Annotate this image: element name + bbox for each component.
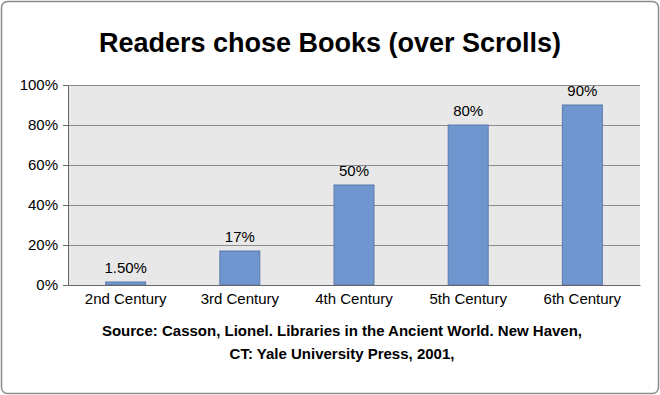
grid-line xyxy=(68,285,640,286)
chart-frame xyxy=(2,2,659,394)
y-tick: 100% xyxy=(20,76,68,93)
y-tick-label: 0% xyxy=(36,276,58,293)
bars xyxy=(106,105,603,285)
data-label: 50% xyxy=(339,162,369,179)
y-tick-mark xyxy=(63,205,68,206)
x-tick-label: 5th Century xyxy=(429,290,507,307)
bar xyxy=(334,185,374,285)
y-tick-label: 100% xyxy=(20,76,58,93)
y-tick-mark xyxy=(63,285,68,286)
y-tick: 20% xyxy=(28,236,68,253)
y-tick-mark xyxy=(63,125,68,126)
x-tick: 3rd Century xyxy=(201,285,280,307)
grid-line xyxy=(68,125,640,126)
title: Readers chose Books (over Scrolls) xyxy=(99,28,561,58)
y-tick-mark xyxy=(63,245,68,246)
data-labels: 1.50% 17% 50% 80% 90% xyxy=(104,82,597,276)
grid-line xyxy=(68,85,640,86)
data-label: 17% xyxy=(225,228,255,245)
y-tick: 40% xyxy=(28,196,68,213)
y-tick-label: 20% xyxy=(28,236,58,253)
source-note: CT: Yale University Press, 2001, xyxy=(230,345,455,362)
x-tick: 5th Century xyxy=(429,285,507,307)
bar xyxy=(106,282,146,285)
data-label: 1.50% xyxy=(104,259,147,276)
x-tick: 2nd Century xyxy=(85,285,167,307)
chart: Readers chose Books (over Scrolls)1.50%1… xyxy=(0,0,660,395)
y-axis-line xyxy=(68,86,69,286)
x-tick-label: 4th Century xyxy=(315,290,393,307)
y-tick-mark xyxy=(63,85,68,86)
annotations: Source: Casson, Lionel. Libraries in the… xyxy=(102,322,582,362)
x-tick-label: 2nd Century xyxy=(85,290,167,307)
plot-background xyxy=(68,85,640,285)
grid xyxy=(68,86,640,286)
x-tick: 4th Century xyxy=(315,285,393,307)
x-tick-label: 3rd Century xyxy=(201,290,280,307)
x-tick: 6th Century xyxy=(544,285,622,307)
y-tick-mark xyxy=(63,165,68,166)
data-label: 80% xyxy=(453,102,483,119)
y-axis: 0% 20% 40% 60% 80% 100% xyxy=(20,76,69,293)
bar xyxy=(562,105,602,285)
data-label: 90% xyxy=(567,82,597,99)
x-tick-label: 6th Century xyxy=(544,290,622,307)
y-tick: 80% xyxy=(28,116,68,133)
x-axis: 2nd Century 3rd Century 4th Century 5th Cen… xyxy=(69,285,641,307)
y-tick: 0% xyxy=(36,276,68,293)
x-axis-line xyxy=(69,285,641,286)
y-tick: 60% xyxy=(28,156,68,173)
source-note: Source: Casson, Lionel. Libraries in the… xyxy=(102,322,582,339)
bar xyxy=(220,251,260,285)
y-tick-label: 80% xyxy=(28,116,58,133)
y-tick-label: 40% xyxy=(28,196,58,213)
bar xyxy=(448,125,488,285)
y-tick-label: 60% xyxy=(28,156,58,173)
